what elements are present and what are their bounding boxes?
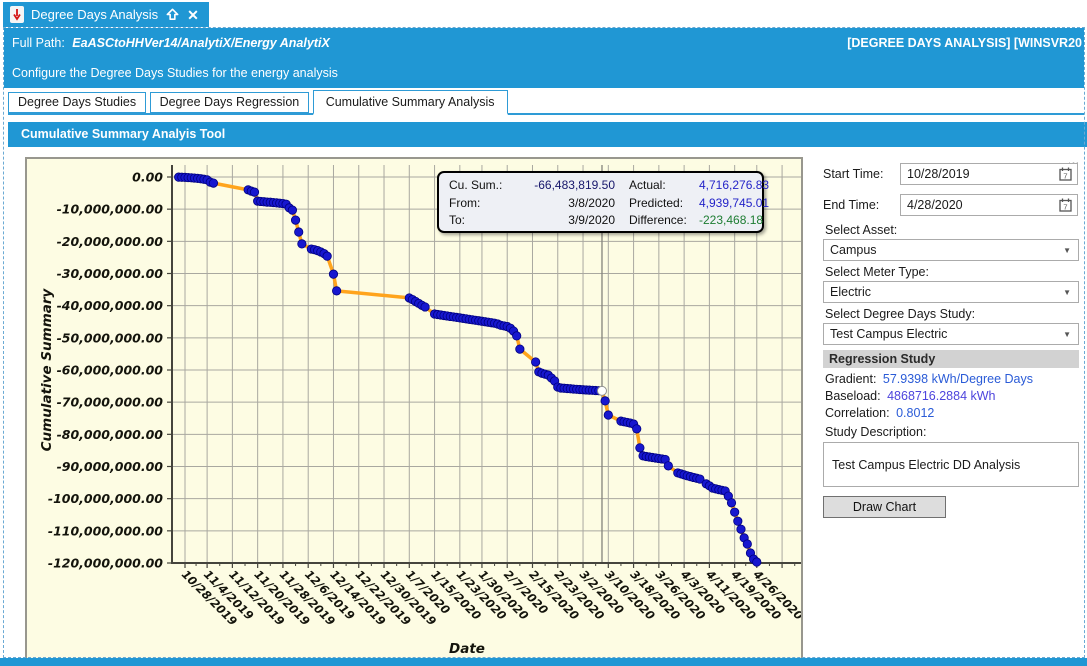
baseload-label: Baseload: xyxy=(825,389,881,403)
start-time-input[interactable]: 10/28/2019 7 xyxy=(900,163,1078,185)
svg-text:-40,000,000.00: -40,000,000.00 xyxy=(57,298,164,313)
context-label: [DEGREE DAYS ANALYSIS] [WINSVR20 xyxy=(847,36,1082,50)
draw-chart-button[interactable]: Draw Chart xyxy=(823,496,946,518)
tooltip-from-value: 3/8/2020 xyxy=(568,195,615,210)
study-description-value: Test Campus Electric DD Analysis xyxy=(832,457,1021,472)
svg-text:-120,000,000.00: -120,000,000.00 xyxy=(48,556,163,571)
banner-description: Configure the Degree Days Studies for th… xyxy=(12,66,338,80)
gradient-label: Gradient: xyxy=(825,372,877,386)
tab-degree-days-studies[interactable]: Degree Days Studies xyxy=(8,92,147,113)
svg-text:-10,000,000.00: -10,000,000.00 xyxy=(57,202,164,217)
chevron-down-icon: ▼ xyxy=(1063,287,1071,297)
svg-text:0.00: 0.00 xyxy=(132,170,163,185)
correlation-label: Correlation: xyxy=(825,406,890,420)
select-asset-dropdown[interactable]: Campus ▼ xyxy=(823,239,1079,261)
tooltip-difference-label: Difference: xyxy=(629,213,687,227)
correlation-value: 0.8012 xyxy=(896,406,935,420)
tooltip-actual-label: Actual: xyxy=(629,178,666,192)
svg-text:-100,000,000.00: -100,000,000.00 xyxy=(48,491,163,506)
tooltip-cusum-value: -66,483,819.50 xyxy=(534,178,615,192)
svg-text:-30,000,000.00: -30,000,000.00 xyxy=(57,266,164,281)
svg-text:-90,000,000.00: -90,000,000.00 xyxy=(57,459,164,474)
tooltip-from-label: From: xyxy=(449,195,481,210)
select-dd-study-label: Select Degree Days Study: xyxy=(825,307,976,321)
document-tab-title: Degree Days Analysis xyxy=(31,7,159,22)
gradient-value: 57.9398 kWh/Degree Days xyxy=(882,372,1033,386)
thermometer-icon xyxy=(10,6,24,23)
baseload-value: 4868716.2884 kWh xyxy=(887,389,996,403)
chevron-down-icon: ▼ xyxy=(1063,329,1071,339)
select-asset-label: Select Asset: xyxy=(825,223,898,237)
regression-study-header: Regression Study xyxy=(823,350,1079,368)
chart-tooltip: Cu. Sum.: -66,483,819.50 Actual: 4,716,2… xyxy=(437,171,769,233)
correlation-line: Correlation: 0.8012 xyxy=(825,406,934,420)
chart-canvas[interactable]: 0.00 -10,000,000.00 -20,000,000.00 -30,000,… xyxy=(27,159,801,658)
select-asset-value: Campus xyxy=(830,243,877,257)
end-time-input[interactable]: 4/28/2020 7 xyxy=(900,194,1078,216)
tab-cumulative-summary-analysis[interactable]: Cumulative Summary Analysis xyxy=(312,90,508,115)
tooltip-to-value: 3/9/2020 xyxy=(568,213,615,227)
svg-text:7: 7 xyxy=(1063,203,1067,212)
full-path-value: EaASCtoHHVer14/AnalytiX/Energy AnalytiX xyxy=(72,36,330,50)
tooltip-predicted-value: 4,939,745.01 xyxy=(699,195,770,210)
section-header: Cumulative Summary Analyis Tool xyxy=(8,122,1087,147)
end-time-value[interactable]: 4/28/2020 xyxy=(907,198,963,212)
calendar-icon[interactable]: 7 xyxy=(1059,198,1072,212)
select-meter-type-label: Select Meter Type: xyxy=(825,265,929,279)
tooltip-predicted-label: Predicted: xyxy=(629,195,684,210)
svg-text:-110,000,000.00: -110,000,000.00 xyxy=(48,523,163,538)
tab-degree-days-regression[interactable]: Degree Days Regression xyxy=(149,92,310,113)
svg-text:-70,000,000.00: -70,000,000.00 xyxy=(57,395,164,410)
full-path-line: Full Path: EaASCtoHHVer14/AnalytiX/Energ… xyxy=(12,36,330,50)
end-time-label: End Time: xyxy=(823,198,880,212)
start-time-value[interactable]: 10/28/2019 xyxy=(907,167,970,181)
study-description-label: Study Description: xyxy=(825,425,927,439)
svg-text:-60,000,000.00: -60,000,000.00 xyxy=(57,363,164,378)
gradient-line: Gradient: 57.9398 kWh/Degree Days xyxy=(825,372,1033,386)
select-dd-study-value: Test Campus Electric xyxy=(830,327,948,341)
svg-text:-50,000,000.00: -50,000,000.00 xyxy=(57,330,164,345)
tooltip-actual-value: 4,716,276.83 xyxy=(699,178,770,192)
header-banner: Full Path: EaASCtoHHVer14/AnalytiX/Energ… xyxy=(4,28,1084,88)
tooltip-cusum-label: Cu. Sum.: xyxy=(449,178,503,192)
svg-text:Cumulative Summary: Cumulative Summary xyxy=(39,287,55,451)
calendar-icon[interactable]: 7 xyxy=(1059,167,1072,181)
chevron-down-icon: ▼ xyxy=(1063,245,1071,255)
tab-strip: Degree Days Studies Degree Days Regressi… xyxy=(8,90,1084,115)
close-icon[interactable]: ✕ xyxy=(187,6,199,23)
svg-text:-20,000,000.00: -20,000,000.00 xyxy=(57,234,164,249)
select-meter-type-dropdown[interactable]: Electric ▼ xyxy=(823,281,1079,303)
baseload-line: Baseload: 4868716.2884 kWh xyxy=(825,389,996,403)
bottom-blue-bar xyxy=(0,658,1087,666)
tooltip-difference-value: -223,468.18 xyxy=(699,213,764,227)
pin-up-icon[interactable] xyxy=(165,7,180,22)
document-tab[interactable]: Degree Days Analysis ✕ xyxy=(3,2,209,27)
full-path-label: Full Path: xyxy=(12,36,65,50)
start-time-label: Start Time: xyxy=(823,167,884,181)
cumulative-summary-chart[interactable]: 0.00 -10,000,000.00 -20,000,000.00 -30,000,… xyxy=(25,157,803,660)
select-meter-type-value: Electric xyxy=(830,285,871,299)
study-description-box[interactable]: Test Campus Electric DD Analysis xyxy=(823,442,1079,487)
select-dd-study-dropdown[interactable]: Test Campus Electric ▼ xyxy=(823,323,1079,345)
svg-text:Date: Date xyxy=(449,641,485,657)
svg-text:7: 7 xyxy=(1063,172,1067,181)
configuration-panel: Start Time: 10/28/2019 7 End Time: 4/28/… xyxy=(823,160,1081,660)
svg-text:-80,000,000.00: -80,000,000.00 xyxy=(57,427,164,442)
tooltip-to-label: To: xyxy=(449,213,466,227)
